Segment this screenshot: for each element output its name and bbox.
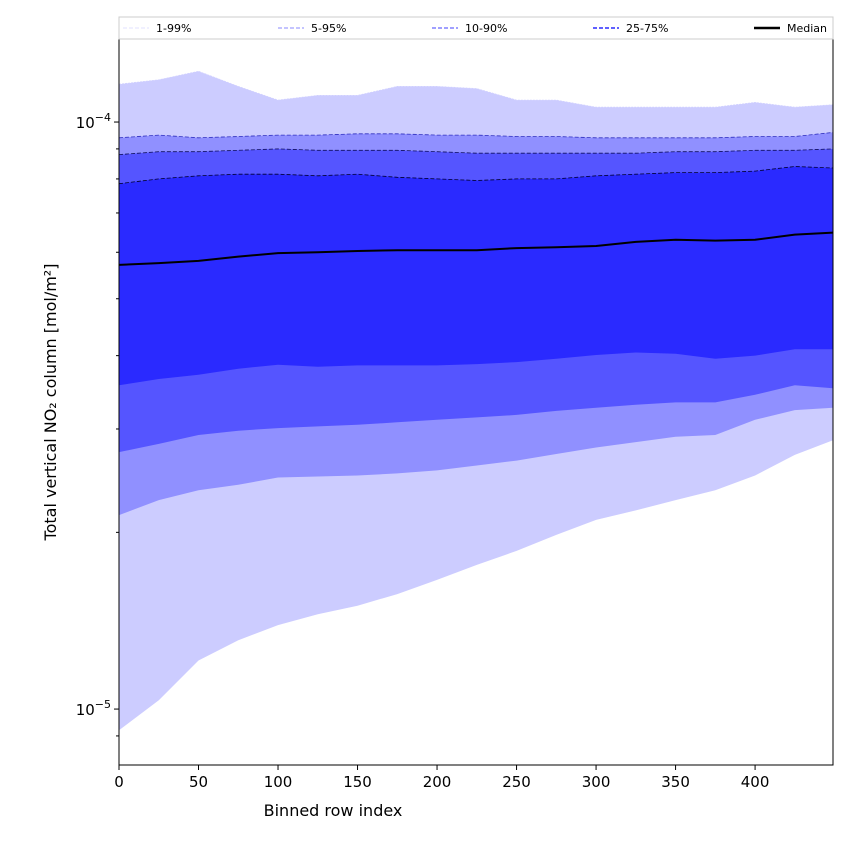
median-line — [118, 231, 834, 266]
x-tick-label: 350 — [661, 773, 690, 791]
plot-area — [118, 70, 834, 731]
x-tick-label: 150 — [343, 773, 372, 791]
legend-box — [118, 16, 834, 40]
legend-label: Median — [787, 22, 827, 35]
x-tick-label: 200 — [423, 773, 452, 791]
x-tick-label: 0 — [114, 773, 124, 791]
band-upper-line-25-75% — [118, 166, 834, 185]
band-25-75% — [119, 166, 833, 386]
x-axis-label: Binned row index — [264, 801, 403, 820]
band-upper-line-1-99% — [118, 70, 834, 108]
y-tick-label: 10−5 — [76, 698, 111, 719]
axes: 0 50 100 150 200 250 300 350 400 10−5 10−4 — [76, 38, 834, 791]
x-tick-label: 50 — [189, 773, 208, 791]
band-upper-line-5-95% — [118, 132, 834, 139]
legend-label: 5-95% — [311, 22, 346, 35]
legend-label: 10-90% — [465, 22, 507, 35]
legend-label: 25-75% — [626, 22, 668, 35]
x-tick-label: 300 — [582, 773, 611, 791]
legend-label: 1-99% — [156, 22, 191, 35]
band-upper-line-10-90% — [118, 148, 834, 155]
x-tick-label: 250 — [502, 773, 531, 791]
x-tick-label: 100 — [264, 773, 293, 791]
x-tick-label: 400 — [741, 773, 770, 791]
legend: 1-99% 5-95% 10-90% 25-75% Median — [118, 16, 834, 40]
y-axis-label: Total vertical NO₂ column [mol/m²] — [41, 264, 60, 542]
y-tick-label: 10−4 — [76, 111, 111, 132]
